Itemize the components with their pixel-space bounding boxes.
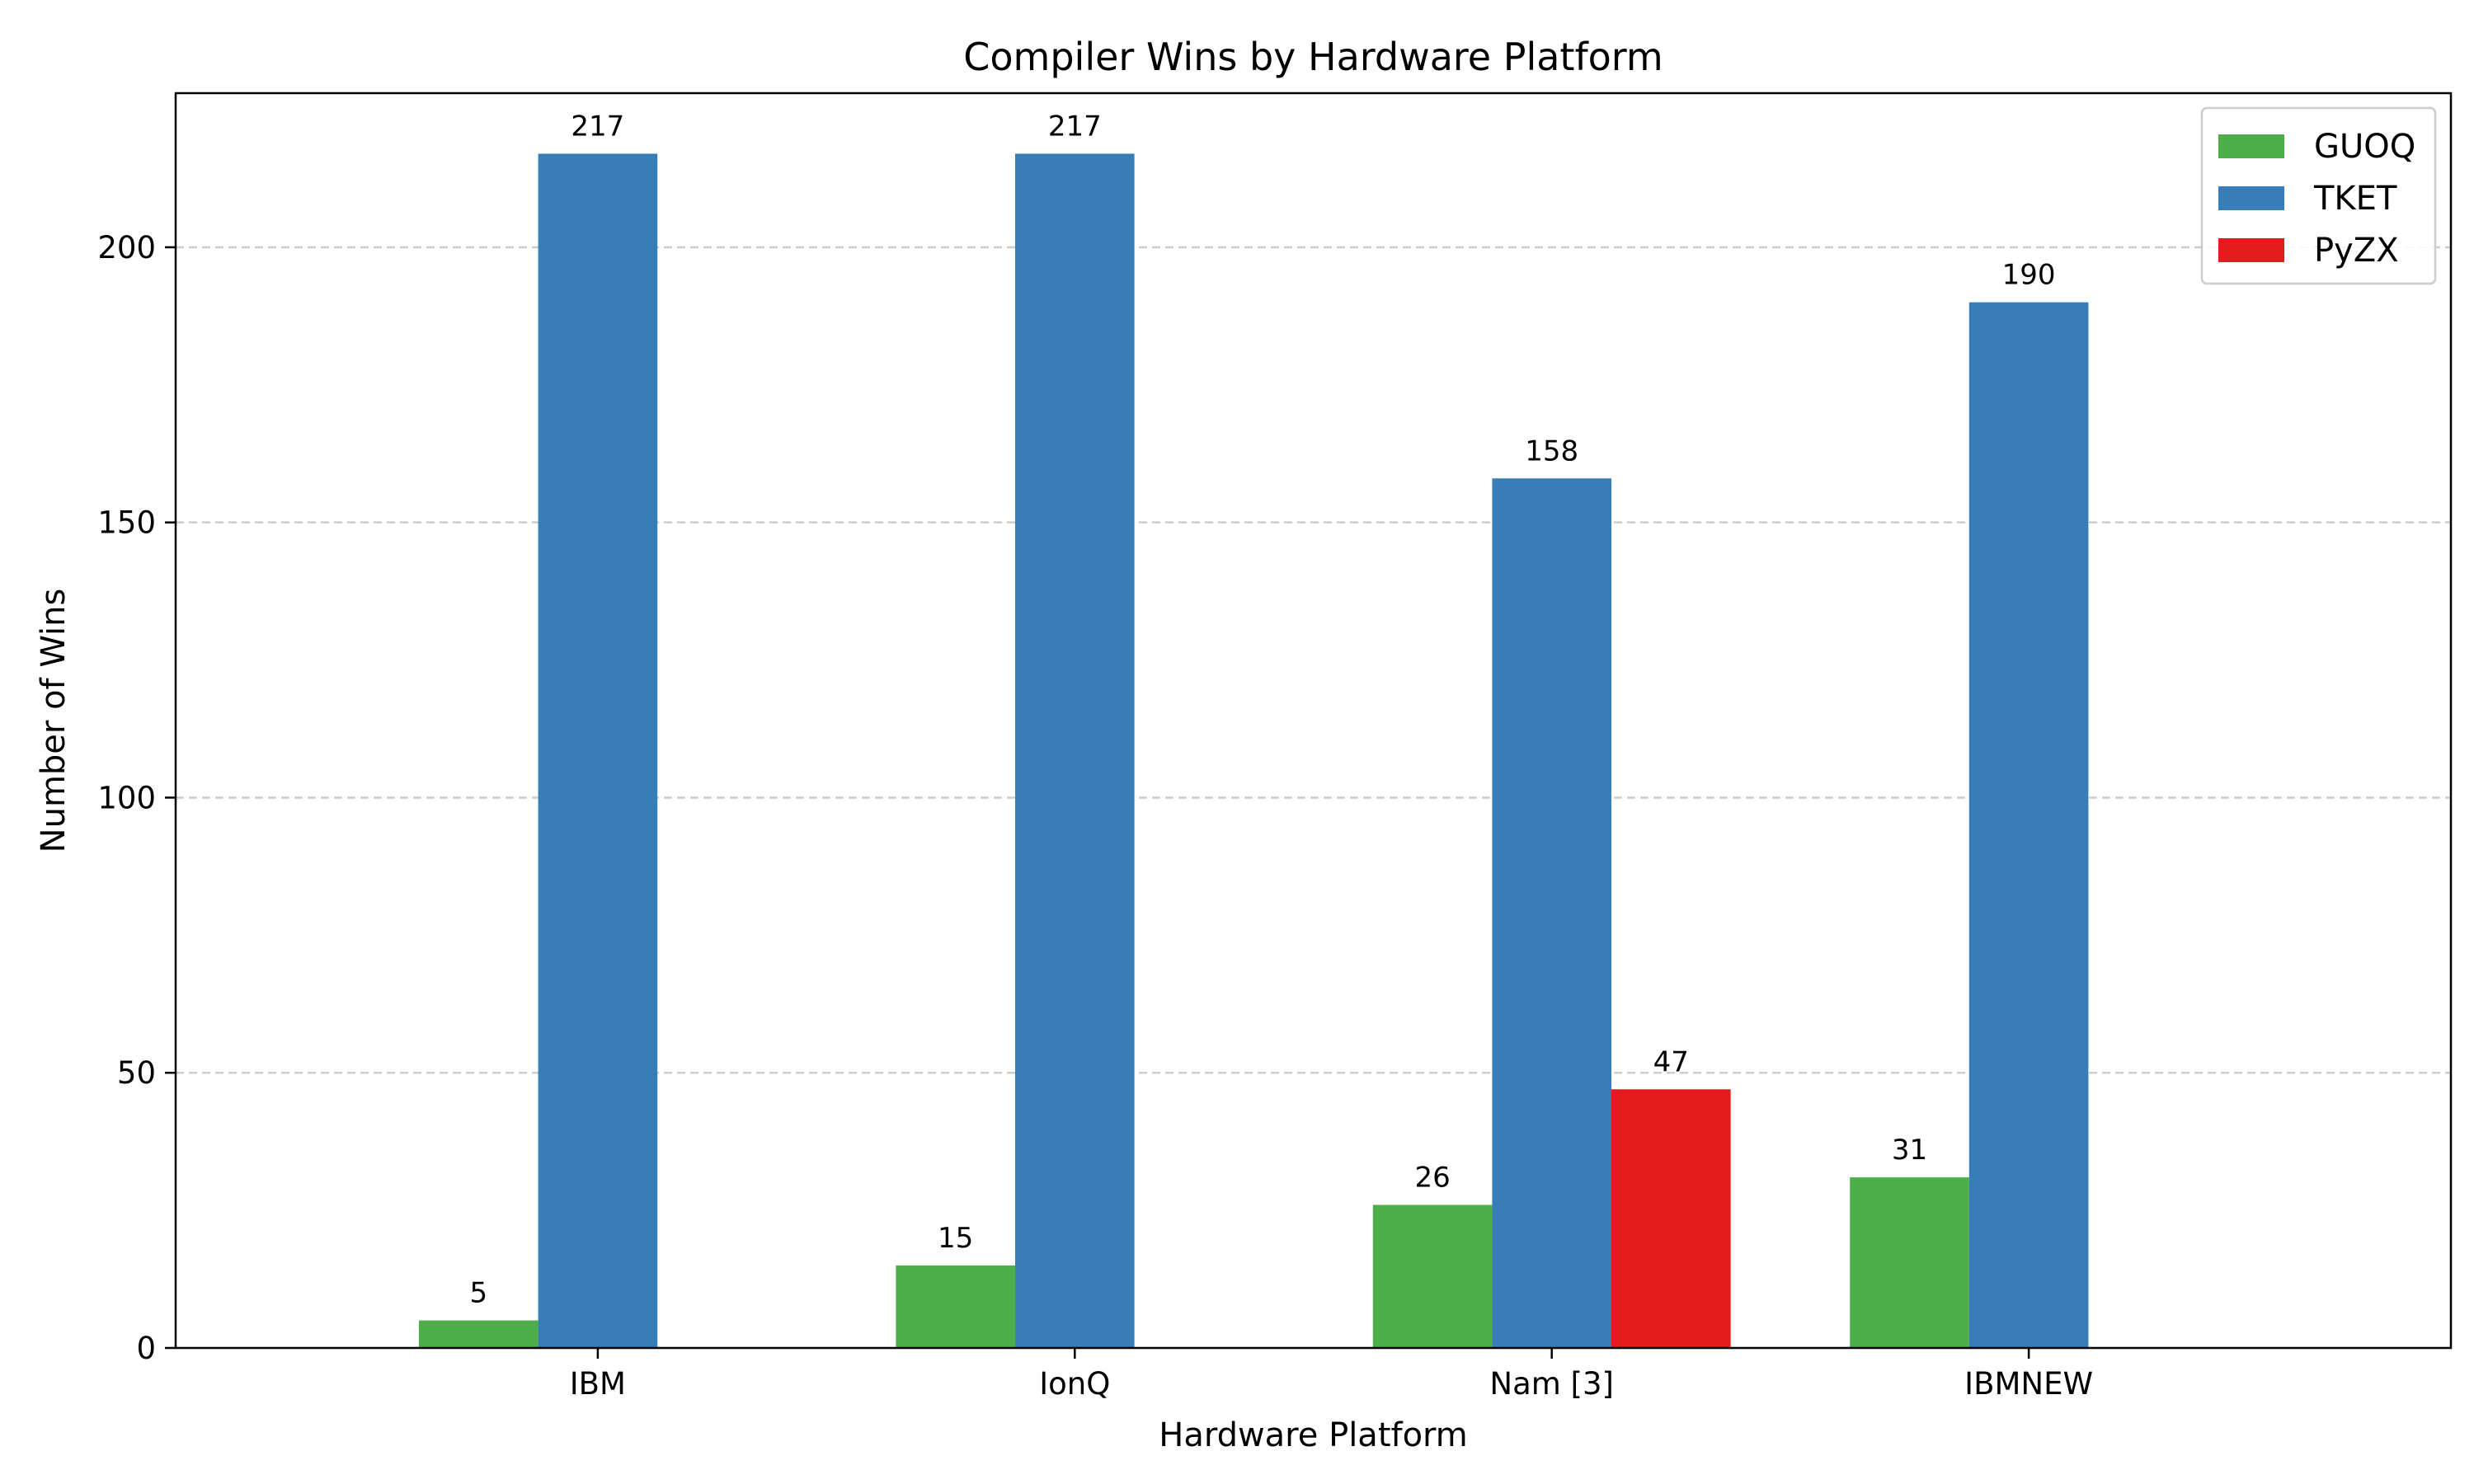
x-tick-label: IBMNEW xyxy=(1964,1366,2093,1402)
data-label: 47 xyxy=(1653,1045,1689,1078)
bar xyxy=(1968,302,2089,1349)
bar xyxy=(1611,1089,1731,1348)
bar xyxy=(538,153,658,1349)
data-label: 26 xyxy=(1414,1161,1450,1194)
data-label: 31 xyxy=(1892,1134,1927,1167)
x-tick-label: IBM xyxy=(570,1366,626,1402)
data-label: 217 xyxy=(1048,110,1102,143)
chart-title: Compiler Wins by Hardware Platform xyxy=(963,35,1663,79)
legend-label: PyZX xyxy=(2314,232,2399,270)
data-label: 5 xyxy=(469,1277,487,1310)
data-labels: 5 15 26 31 217 217 158 190 47 xyxy=(469,110,2055,1309)
y-tick-label: 0 xyxy=(136,1331,156,1366)
legend-swatch xyxy=(2218,186,2284,210)
legend-swatch xyxy=(2218,134,2284,158)
bars xyxy=(418,153,2089,1349)
grid-lines xyxy=(176,246,2451,1074)
y-axis-title: Number of Wins xyxy=(35,589,73,853)
bar xyxy=(418,1320,539,1348)
axis-ticks: 0 50 100 150 200 IBM IonQ Nam [3] IBMNEW xyxy=(97,230,2093,1402)
x-tick-label: IonQ xyxy=(1039,1366,1110,1402)
legend: GUOQ TKET PyZX xyxy=(2200,106,2437,285)
data-label: 190 xyxy=(2002,259,2056,292)
bar xyxy=(1014,153,1135,1349)
y-tick-label: 100 xyxy=(97,780,156,815)
legend-label: TKET xyxy=(2313,180,2397,218)
y-tick-label: 200 xyxy=(97,230,156,265)
data-label: 158 xyxy=(1525,434,1578,467)
bar xyxy=(1492,478,1612,1348)
bar xyxy=(896,1265,1015,1348)
data-label: 15 xyxy=(938,1222,973,1255)
x-axis-title: Hardware Platform xyxy=(1159,1416,1468,1454)
x-tick-label: Nam [3] xyxy=(1489,1366,1614,1402)
legend-swatch xyxy=(2218,238,2284,262)
y-tick-label: 150 xyxy=(97,505,156,541)
bar xyxy=(1850,1177,1969,1348)
plot-frame xyxy=(174,92,2453,1350)
data-label: 217 xyxy=(571,110,624,143)
legend-label: GUOQ xyxy=(2314,128,2415,166)
bar xyxy=(1372,1205,1493,1348)
y-tick-label: 50 xyxy=(117,1055,156,1091)
